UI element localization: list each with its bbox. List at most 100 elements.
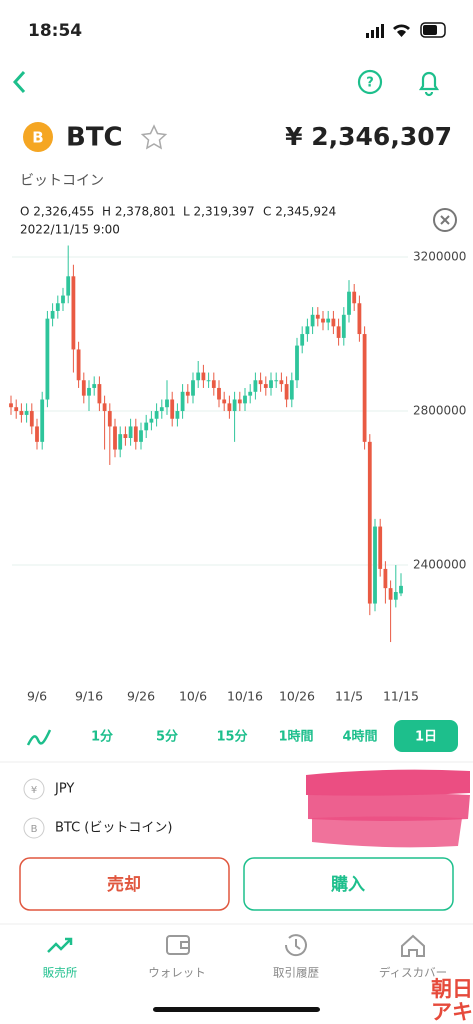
candle-body — [263, 384, 268, 388]
price: ¥ 2,346,307 — [285, 122, 452, 151]
candle-body — [367, 441, 372, 604]
sell-button[interactable]: 売却 — [19, 857, 230, 911]
candle-body — [24, 411, 29, 415]
timestamp: 2022/11/15 9:00 — [20, 223, 120, 237]
candle-body — [180, 391, 185, 412]
candle-body — [300, 334, 305, 346]
timeframe-tab[interactable]: 1日 — [415, 730, 437, 745]
candle-body — [211, 380, 216, 388]
candle-body — [81, 380, 86, 396]
candle-body — [269, 380, 273, 388]
ohlc-close: C 2,345,924 — [263, 205, 336, 219]
candle-body — [175, 411, 180, 419]
candle-body — [284, 384, 289, 400]
candle-body — [154, 411, 159, 419]
candle-body — [243, 395, 247, 404]
tab-label[interactable]: 販売所 — [43, 966, 78, 980]
candle-body — [185, 391, 190, 396]
candle-body — [149, 418, 154, 423]
candle-body — [76, 349, 81, 381]
candle-body — [92, 384, 97, 388]
favorite-star[interactable] — [140, 124, 168, 150]
svg-text:B: B — [32, 129, 43, 147]
candle-body — [196, 372, 201, 381]
timeframe-tab[interactable]: 4時間 — [342, 729, 377, 745]
timeframe-tab[interactable]: 1分 — [91, 729, 113, 745]
candle-body — [274, 380, 279, 382]
bell-button[interactable] — [418, 71, 440, 97]
jpy-icon: ¥ — [23, 778, 45, 800]
candle-body — [139, 430, 143, 442]
candle-body — [383, 568, 388, 589]
tab-icon — [166, 935, 190, 955]
candle-body — [378, 526, 383, 569]
candle-body — [9, 403, 13, 408]
tab-label[interactable]: 取引履歴 — [273, 966, 319, 980]
symbol: BTC — [66, 123, 123, 153]
x-tick-label: 10/16 — [227, 689, 263, 704]
candle-body — [14, 407, 19, 412]
candle-body — [19, 411, 24, 415]
status-time: 18:54 — [28, 21, 82, 41]
candle-body — [347, 291, 351, 315]
candle-body — [45, 318, 50, 400]
tab-label[interactable]: ディスカバー — [379, 966, 447, 980]
candle-body — [336, 326, 341, 338]
ohlc-open: O 2,326,455 — [20, 205, 94, 219]
y-tick-label: 3200000 — [413, 250, 466, 264]
close-button[interactable] — [433, 208, 457, 232]
x-tick-label: 9/26 — [127, 689, 155, 704]
buy-button[interactable]: 購入 — [243, 857, 454, 911]
candle-body — [227, 403, 232, 412]
candle-body — [170, 399, 175, 419]
x-tick-label: 9/6 — [27, 689, 47, 704]
candle-body — [321, 318, 325, 323]
candle-body — [279, 380, 284, 385]
candle-body — [357, 303, 362, 335]
tab-label[interactable]: ウォレット — [148, 966, 206, 980]
watermark: アキ — [431, 1000, 473, 1024]
tab-icon — [47, 937, 73, 953]
candle-body — [295, 345, 299, 381]
candle-body — [305, 326, 310, 335]
candle-body — [87, 387, 91, 396]
candle-body — [232, 399, 237, 412]
line-chart-toggle[interactable] — [26, 729, 52, 746]
redaction — [306, 769, 470, 848]
candle-body — [201, 372, 206, 381]
timeframe-selected[interactable] — [394, 720, 458, 752]
tab-icon — [284, 934, 307, 957]
candle-body — [310, 314, 315, 327]
back-button[interactable] — [12, 70, 26, 94]
timeframe-tab[interactable]: 5分 — [156, 729, 178, 745]
x-tick-label: 10/6 — [179, 689, 207, 704]
balance-label: JPY — [54, 782, 74, 797]
help-button[interactable]: ? — [357, 69, 383, 95]
sell-label: 売却 — [107, 874, 141, 895]
candle-body — [289, 380, 294, 400]
candle-body — [159, 407, 164, 412]
candle-body — [66, 276, 71, 296]
candle-body — [388, 588, 393, 600]
candle-body — [133, 426, 138, 442]
home-indicator — [153, 1007, 320, 1012]
candle-body — [102, 403, 107, 412]
timeframe-tab[interactable]: 15分 — [216, 729, 247, 745]
candle-body — [341, 314, 346, 338]
svg-text:?: ? — [366, 76, 374, 91]
candle-body — [373, 526, 377, 604]
coin-name: ビットコイン — [20, 173, 104, 189]
x-tick-label: 11/15 — [383, 689, 419, 704]
candle-body — [326, 318, 331, 323]
candle-body — [206, 380, 211, 382]
timeframe-tab[interactable]: 1時間 — [278, 729, 313, 745]
candle-body — [144, 422, 149, 431]
candle-body — [248, 391, 253, 396]
candle-body — [55, 303, 60, 311]
candle-body — [222, 399, 227, 404]
candle-body — [253, 380, 258, 392]
candle-body — [362, 334, 367, 442]
candle-body — [393, 592, 398, 600]
